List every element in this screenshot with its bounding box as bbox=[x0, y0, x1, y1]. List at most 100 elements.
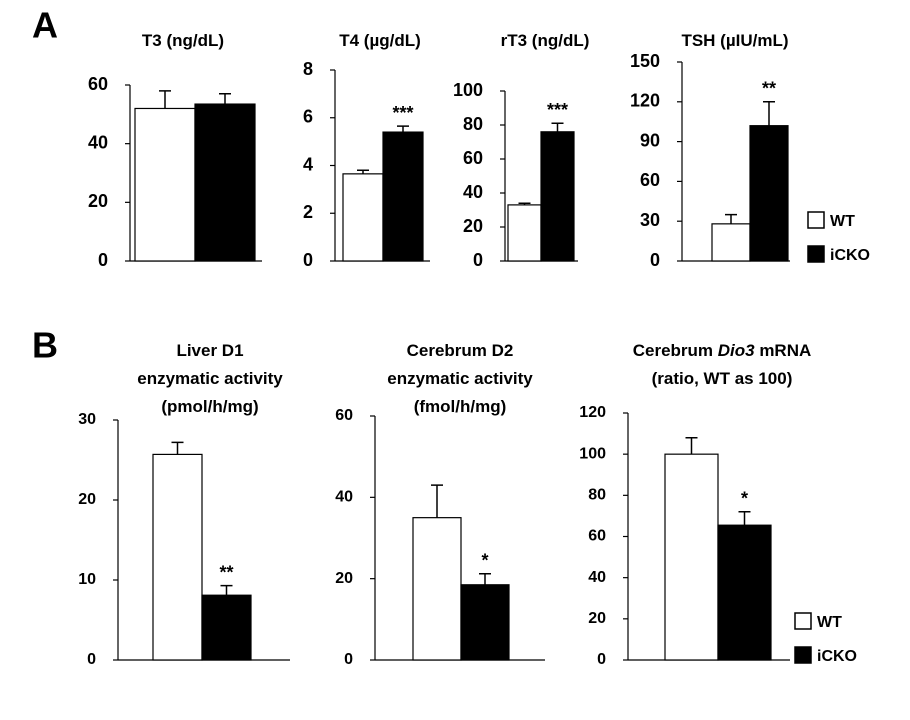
error-bar bbox=[397, 125, 409, 133]
bar bbox=[717, 524, 772, 661]
y-tick-label: 60 bbox=[640, 170, 660, 190]
chart-title: TSH (µIU/mL) bbox=[681, 31, 788, 50]
significance: * bbox=[481, 551, 488, 571]
chart-title: Cerebrum Dio3 mRNA bbox=[633, 341, 812, 360]
y-tick-label: 0 bbox=[344, 651, 353, 668]
y-tick-label: 120 bbox=[630, 91, 660, 111]
y-tick-label: 20 bbox=[78, 491, 96, 508]
y-tick-label: 40 bbox=[588, 569, 606, 586]
error-bar bbox=[431, 484, 443, 518]
legend-label: iCKO bbox=[817, 648, 857, 665]
y-tick-label: 0 bbox=[87, 651, 96, 668]
bar bbox=[749, 125, 789, 262]
error-bar bbox=[551, 122, 564, 132]
error-bar bbox=[159, 90, 171, 109]
significance: *** bbox=[547, 100, 568, 120]
y-tick-label: 0 bbox=[650, 250, 660, 270]
title-segment: Cerebrum D2 bbox=[407, 341, 514, 360]
chart-title: (ratio, WT as 100) bbox=[652, 369, 793, 388]
title-segment: enzymatic activity bbox=[387, 369, 533, 388]
title-segment: mRNA bbox=[755, 341, 812, 360]
y-tick-label: 6 bbox=[303, 107, 313, 127]
y-tick-label: 30 bbox=[640, 210, 660, 230]
y-tick-label: 60 bbox=[463, 148, 483, 168]
bar bbox=[412, 517, 462, 661]
error-bar bbox=[219, 93, 231, 105]
bar bbox=[711, 223, 751, 262]
bar bbox=[134, 107, 196, 262]
bar bbox=[540, 131, 575, 262]
bar bbox=[382, 131, 424, 262]
y-tick-label: 100 bbox=[579, 445, 606, 462]
chart-title: rT3 (ng/dL) bbox=[501, 31, 590, 50]
error-bar bbox=[518, 202, 531, 205]
title-segment: TSH (µIU/mL) bbox=[681, 31, 788, 50]
chart-title: (pmol/h/mg) bbox=[161, 397, 258, 416]
title-segment: Liver D1 bbox=[176, 341, 243, 360]
significance: *** bbox=[392, 103, 413, 123]
title-segment: (fmol/h/mg) bbox=[414, 397, 507, 416]
y-tick-label: 8 bbox=[303, 59, 313, 79]
y-tick-label: 0 bbox=[473, 250, 483, 270]
title-segment: T3 (ng/dL) bbox=[142, 31, 224, 50]
chart-title: T4 (µg/dL) bbox=[339, 31, 421, 50]
chart-title: Cerebrum D2 bbox=[407, 341, 514, 360]
legend-swatch bbox=[807, 211, 825, 229]
title-segment: (pmol/h/mg) bbox=[161, 397, 258, 416]
y-tick-label: 100 bbox=[453, 80, 483, 100]
y-tick-label: 4 bbox=[303, 154, 313, 174]
legend-label: WT bbox=[817, 614, 842, 631]
title-segment: enzymatic activity bbox=[137, 369, 283, 388]
y-tick-label: 0 bbox=[597, 651, 606, 668]
bar bbox=[342, 173, 384, 262]
y-tick-label: 90 bbox=[640, 130, 660, 150]
panel-label: A bbox=[32, 5, 58, 46]
error-bar bbox=[171, 441, 184, 455]
chart-title: (fmol/h/mg) bbox=[414, 397, 507, 416]
significance: * bbox=[741, 489, 748, 509]
error-bar bbox=[685, 436, 698, 455]
y-tick-label: 10 bbox=[78, 571, 96, 588]
significance: ** bbox=[219, 562, 233, 582]
y-tick-label: 20 bbox=[588, 610, 606, 627]
y-tick-label: 120 bbox=[579, 404, 606, 421]
y-tick-label: 60 bbox=[335, 407, 353, 424]
chart-title: T3 (ng/dL) bbox=[142, 31, 224, 50]
y-tick-label: 2 bbox=[303, 202, 313, 222]
title-segment: (ratio, WT as 100) bbox=[652, 369, 793, 388]
legend-swatch bbox=[794, 646, 812, 664]
bar bbox=[664, 453, 719, 661]
y-tick-label: 40 bbox=[88, 132, 108, 152]
y-tick-label: 60 bbox=[588, 528, 606, 545]
error-bar bbox=[357, 169, 369, 174]
bar bbox=[201, 594, 252, 661]
y-tick-label: 150 bbox=[630, 51, 660, 71]
title-segment: rT3 (ng/dL) bbox=[501, 31, 590, 50]
legend-swatch bbox=[794, 612, 812, 630]
panel-label: B bbox=[32, 325, 58, 366]
y-tick-label: 20 bbox=[463, 216, 483, 236]
y-tick-label: 20 bbox=[335, 570, 353, 587]
y-tick-label: 20 bbox=[88, 191, 108, 211]
y-tick-label: 80 bbox=[463, 114, 483, 134]
legend-label: iCKO bbox=[830, 247, 870, 264]
significance: ** bbox=[762, 79, 776, 99]
title-segment: Cerebrum bbox=[633, 341, 718, 360]
bar bbox=[152, 453, 203, 661]
chart-title: enzymatic activity bbox=[387, 369, 533, 388]
error-bar bbox=[738, 511, 751, 526]
y-tick-label: 0 bbox=[303, 250, 313, 270]
title-segment: T4 (µg/dL) bbox=[339, 31, 421, 50]
y-tick-label: 30 bbox=[78, 411, 96, 428]
error-bar bbox=[763, 101, 775, 126]
error-bar bbox=[725, 213, 737, 224]
title-segment: Dio3 bbox=[718, 341, 755, 360]
y-tick-label: 0 bbox=[98, 250, 108, 270]
bar bbox=[460, 584, 510, 661]
error-bar bbox=[479, 573, 491, 585]
y-tick-label: 80 bbox=[588, 487, 606, 504]
chart-title: enzymatic activity bbox=[137, 369, 283, 388]
y-tick-label: 60 bbox=[88, 74, 108, 94]
legend-swatch bbox=[807, 245, 825, 263]
